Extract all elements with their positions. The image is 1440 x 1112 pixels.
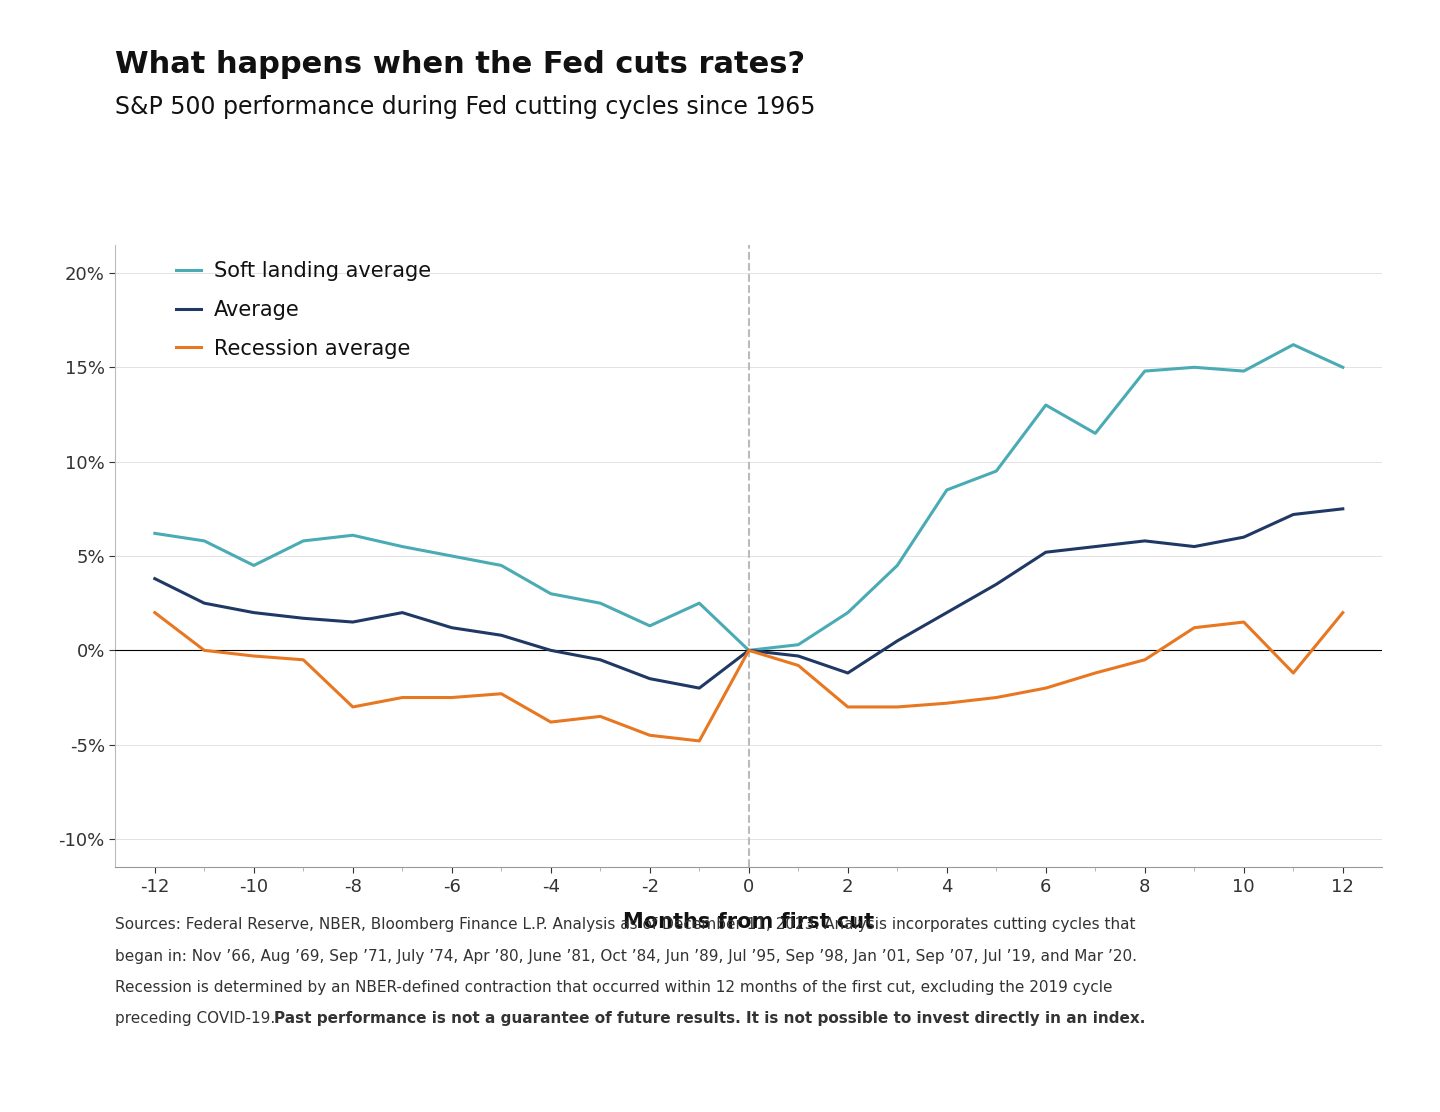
- Text: Recession is determined by an NBER-defined contraction that occurred within 12 m: Recession is determined by an NBER-defin…: [115, 980, 1113, 994]
- Text: S&P 500 performance during Fed cutting cycles since 1965: S&P 500 performance during Fed cutting c…: [115, 95, 815, 119]
- Text: began in: Nov ’66, Aug ’69, Sep ’71, July ’74, Apr ’80, June ’81, Oct ’84, Jun ’: began in: Nov ’66, Aug ’69, Sep ’71, Jul…: [115, 949, 1138, 963]
- Text: preceding COVID-19.: preceding COVID-19.: [115, 1011, 281, 1025]
- Legend: Soft landing average, Average, Recession average: Soft landing average, Average, Recession…: [176, 261, 431, 359]
- Text: What happens when the Fed cuts rates?: What happens when the Fed cuts rates?: [115, 50, 805, 79]
- Text: Sources: Federal Reserve, NBER, Bloomberg Finance L.P. Analysis as of December 1: Sources: Federal Reserve, NBER, Bloomber…: [115, 917, 1136, 932]
- X-axis label: Months from first cut: Months from first cut: [624, 913, 874, 933]
- Text: Past performance is not a guarantee of future results. It is not possible to inv: Past performance is not a guarantee of f…: [274, 1011, 1145, 1025]
